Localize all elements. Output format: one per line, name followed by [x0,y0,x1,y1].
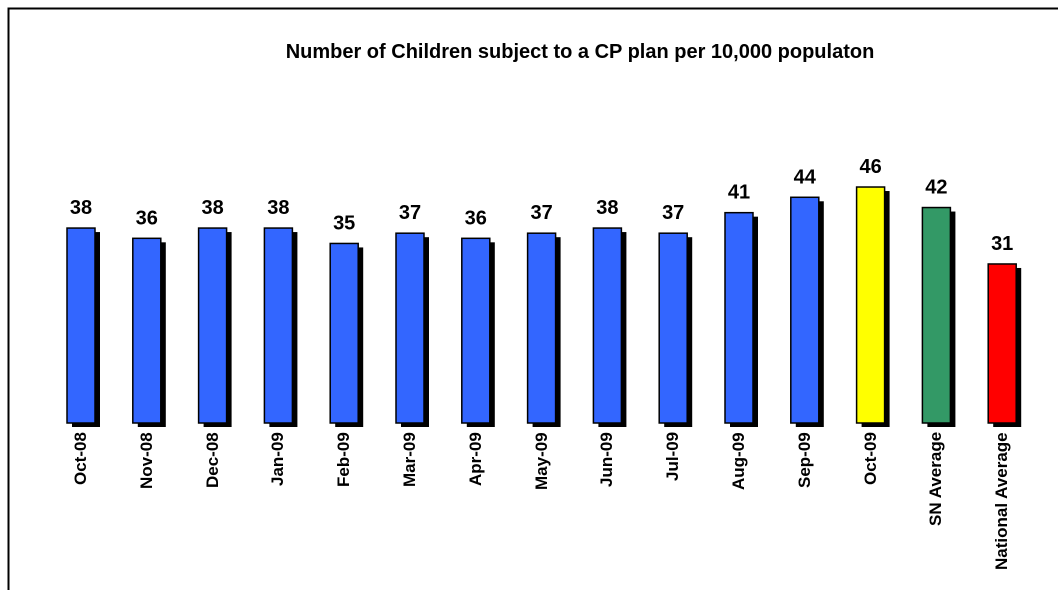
data-label: 31 [991,233,1013,255]
x-tick-label: Aug-09 [729,432,748,490]
bar [329,242,359,424]
bar [724,211,754,424]
frame [7,7,1058,590]
bar [66,227,96,424]
x-tick-label: Apr-09 [465,432,485,486]
data-label: 44 [794,166,817,188]
data-label: 38 [70,197,92,219]
x-tick-label: National Average [992,432,1012,570]
bar [132,237,162,424]
bar [921,206,952,424]
bar [395,232,425,424]
bar [855,186,886,424]
x-tick-label: Jun-09 [597,432,617,487]
data-label: 46 [859,156,881,178]
bar [658,232,688,424]
bar [263,227,294,424]
data-label: 37 [530,202,552,224]
x-tick-label: Mar-09 [400,432,419,487]
bar [790,196,820,424]
bar [197,227,228,424]
x-tick-label: Oct-09 [860,432,880,485]
x-tick-label: Jul-09 [663,432,683,482]
data-label: 38 [596,197,618,219]
data-label: 36 [465,207,487,229]
data-label: 35 [333,212,355,234]
data-label: 42 [925,177,947,199]
data-label: 38 [201,197,223,219]
data-label: 38 [267,197,289,219]
x-tick-label: Dec-08 [202,432,222,488]
x-tick-label: May-09 [531,432,551,490]
x-tick-label: Oct-08 [71,432,90,485]
bar [592,227,623,424]
data-label: 36 [136,207,158,229]
x-tick-label: Feb-09 [334,432,354,487]
x-tick-label: SN Average [926,432,946,527]
data-label: 41 [728,182,750,204]
bar [526,232,557,424]
data-label: 37 [662,202,684,224]
chart-title: Number of Children subject to a CP plan … [286,41,875,63]
x-tick-label: Sep-09 [794,432,814,488]
bar [987,263,1017,424]
data-label: 37 [399,202,421,224]
x-tick-label: Nov-08 [136,432,156,489]
bar [461,237,491,424]
x-tick-label: Jan-09 [268,432,288,486]
